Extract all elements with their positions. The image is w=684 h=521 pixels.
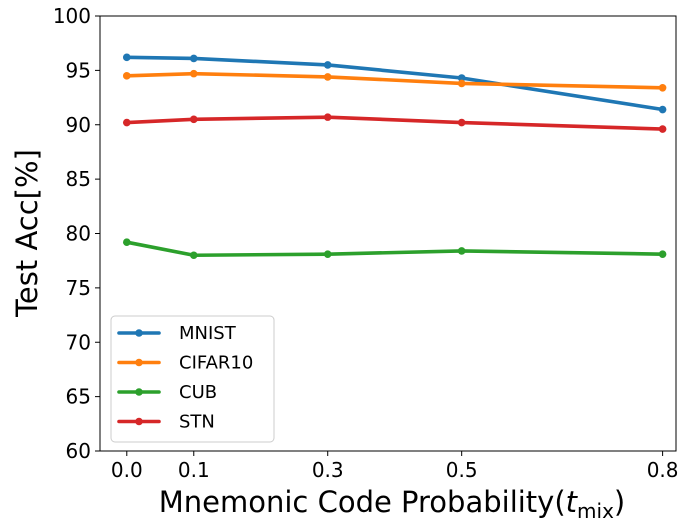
legend-entry-cifar10: CIFAR10 (117, 353, 253, 374)
y-axis-label: Test Acc[%] (10, 149, 44, 318)
x-axis-label-sub: mix (577, 499, 614, 521)
data-point-mnist-2 (323, 61, 332, 69)
series-stn (122, 113, 667, 133)
legend-entry-mnist: MNIST (117, 323, 237, 344)
y-tick-label: 75 (66, 276, 91, 300)
data-point-cub-4 (658, 250, 667, 258)
legend-box (110, 315, 275, 443)
x-axis-label: Mnemonic Code Probability(tmix) (159, 485, 625, 521)
data-point-stn-3 (457, 118, 466, 127)
x-tick-label: 0.8 (647, 458, 679, 482)
data-point-cifar10-2 (323, 73, 332, 81)
y-tick-label: 60 (66, 439, 91, 463)
data-point-cub-0 (122, 238, 131, 246)
series-mnist (122, 53, 667, 114)
data-point-stn-4 (658, 125, 667, 133)
legend-entry-stn: STN (117, 412, 215, 433)
x-tick-label: 0.1 (178, 458, 210, 482)
data-point-cifar10-4 (658, 83, 667, 92)
legend-marker (135, 388, 143, 396)
data-point-stn-2 (323, 113, 332, 121)
data-point-stn-0 (122, 118, 131, 127)
x-axis-label-main: Mnemonic Code Probability( (159, 485, 566, 519)
x-axis-label-var: t (566, 485, 579, 519)
x-axis-label-close: ) (614, 485, 625, 519)
legend-label: MNIST (179, 323, 237, 344)
data-point-cifar10-3 (457, 79, 466, 88)
data-point-cifar10-1 (189, 69, 198, 78)
series-layer (122, 53, 667, 260)
data-point-cub-2 (323, 250, 332, 258)
y-tick-label: 85 (66, 167, 91, 191)
legend-marker (135, 329, 143, 337)
x-tick-label: 0.5 (446, 458, 478, 482)
legend-marker (135, 358, 143, 367)
y-tick-label: 100 (53, 4, 91, 28)
x-tick-label: 0.3 (312, 458, 344, 482)
data-point-cub-1 (189, 251, 198, 260)
y-tick-label: 80 (66, 222, 91, 246)
y-tick-label: 90 (66, 113, 91, 137)
y-tick-label: 95 (66, 58, 91, 82)
data-point-mnist-4 (658, 105, 667, 114)
data-point-stn-1 (189, 115, 198, 124)
data-point-mnist-3 (457, 74, 466, 82)
legend: MNIST CIFAR10 CUB STN (110, 315, 275, 443)
y-tick-label: 65 (66, 385, 91, 409)
y-axis-ticks: 60 65 70 75 80 85 90 95 100 (53, 4, 100, 463)
x-axis-ticks: 0.0 0.1 0.3 0.5 0.8 (111, 451, 679, 482)
series-cifar10 (122, 69, 667, 92)
x-tick-label: 0.0 (111, 458, 143, 482)
legend-label: STN (179, 412, 215, 433)
data-point-cifar10-0 (122, 72, 131, 80)
legend-label: CUB (179, 382, 217, 403)
data-point-cub-3 (457, 247, 466, 255)
legend-label: CIFAR10 (179, 353, 253, 374)
legend-entry-cub: CUB (117, 382, 217, 403)
data-point-mnist-0 (122, 53, 131, 62)
legend-marker (135, 417, 143, 426)
y-tick-label: 70 (66, 330, 91, 354)
series-cub (122, 238, 667, 260)
data-point-mnist-1 (189, 54, 198, 63)
